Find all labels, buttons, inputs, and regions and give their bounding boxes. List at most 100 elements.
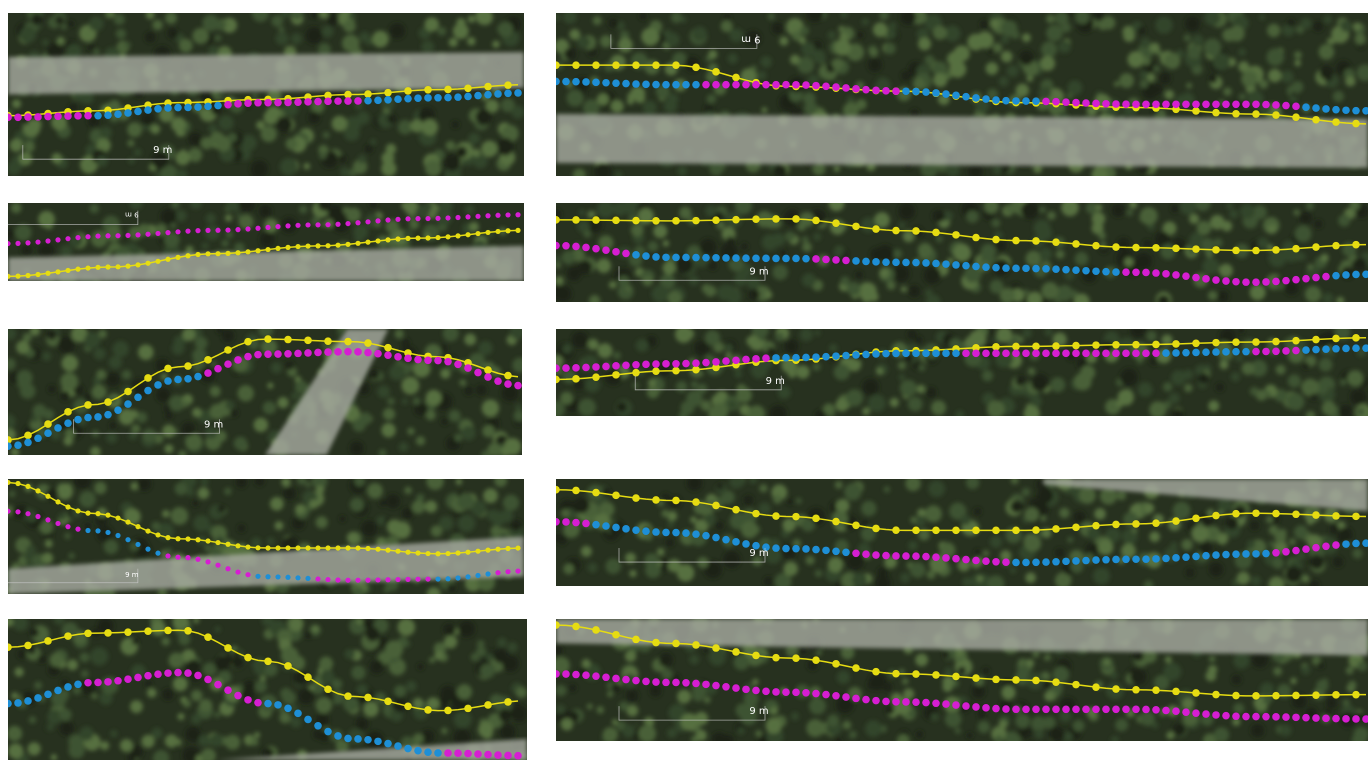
tree [280, 158, 298, 176]
magenta-point [1112, 350, 1120, 358]
tree [1040, 82, 1046, 88]
tree [323, 132, 330, 139]
tree [1314, 220, 1322, 228]
yellow-point [255, 248, 260, 253]
magenta-point [1252, 100, 1260, 108]
magenta-point [1192, 274, 1200, 282]
blue-point [474, 92, 482, 100]
yellow-point [812, 217, 820, 225]
scale-label: 9 m [125, 571, 139, 579]
tree [340, 167, 350, 177]
tree [1019, 50, 1034, 65]
tree [91, 693, 97, 699]
tree [608, 18, 618, 28]
magenta-point [972, 557, 980, 565]
tree [499, 724, 515, 740]
tree [191, 690, 202, 701]
tree [137, 477, 151, 491]
magenta-point [1322, 715, 1330, 723]
magenta-point [84, 679, 92, 687]
tree [387, 519, 403, 535]
tree [4, 358, 16, 370]
tree [1241, 71, 1258, 88]
tree [190, 197, 202, 209]
tree [410, 119, 423, 132]
tree [723, 551, 740, 568]
tree [422, 119, 438, 135]
tree [915, 653, 928, 666]
tree [238, 385, 254, 401]
tree [426, 390, 442, 406]
yellow-point [652, 367, 660, 375]
tree [651, 285, 669, 303]
tree [1303, 576, 1309, 582]
tree [291, 392, 299, 400]
yellow-point [652, 496, 660, 504]
magenta-point [1292, 276, 1300, 284]
blue-point [464, 93, 472, 101]
tree [45, 540, 53, 548]
blue-point [1072, 557, 1080, 565]
blue-point [642, 81, 650, 89]
tree [1273, 667, 1282, 676]
magenta-point [474, 369, 482, 377]
blue-point [475, 573, 480, 578]
tree [572, 331, 589, 348]
tree [372, 31, 389, 48]
tree [1242, 362, 1255, 375]
magenta-point [104, 678, 112, 686]
tree [275, 32, 288, 45]
tree [17, 370, 33, 386]
tree [996, 327, 1012, 343]
tree [1269, 577, 1285, 593]
yellow-point [464, 84, 472, 92]
magenta-point [165, 553, 170, 558]
tree [202, 15, 219, 32]
tree [1011, 476, 1019, 484]
tree [1022, 488, 1030, 496]
tree [46, 723, 54, 731]
tree [677, 690, 691, 704]
tree [908, 397, 923, 412]
magenta-point [562, 364, 570, 372]
tree [666, 33, 680, 47]
magenta-point [254, 351, 262, 359]
aerial-panel: 9 m [548, 195, 1368, 310]
tree [806, 719, 824, 737]
blue-point [1342, 540, 1350, 548]
tree [835, 738, 842, 745]
yellow-point [832, 219, 840, 227]
tree [555, 262, 561, 268]
tree [511, 705, 528, 722]
magenta-point [1132, 100, 1140, 108]
blue-point [64, 419, 72, 427]
tree [834, 39, 851, 56]
tree [476, 385, 487, 396]
tree [1352, 548, 1362, 558]
yellow-point [415, 550, 420, 555]
tree [93, 49, 100, 56]
magenta-point [1052, 705, 1060, 713]
magenta-point [264, 350, 272, 358]
tree [583, 230, 591, 238]
yellow-point [1172, 340, 1180, 348]
tree [705, 205, 717, 217]
tree [988, 48, 994, 54]
magenta-point [1202, 275, 1210, 283]
blue-point [722, 536, 730, 544]
yellow-point [75, 267, 80, 272]
tree [663, 240, 670, 247]
yellow-point [912, 670, 920, 678]
tree [1055, 11, 1069, 25]
tree [96, 155, 107, 166]
image-grid: 9 m9 m9 m9 m9 m9 m9 m9 m9 m [0, 0, 1368, 760]
tree [1240, 204, 1255, 219]
tree [1024, 507, 1039, 522]
blue-point [34, 694, 42, 702]
magenta-point [15, 241, 20, 246]
magenta-point [34, 113, 42, 121]
magenta-point [962, 350, 970, 358]
yellow-point [485, 548, 490, 553]
magenta-point [314, 349, 322, 357]
aerial-panel: 9 m [0, 471, 525, 600]
